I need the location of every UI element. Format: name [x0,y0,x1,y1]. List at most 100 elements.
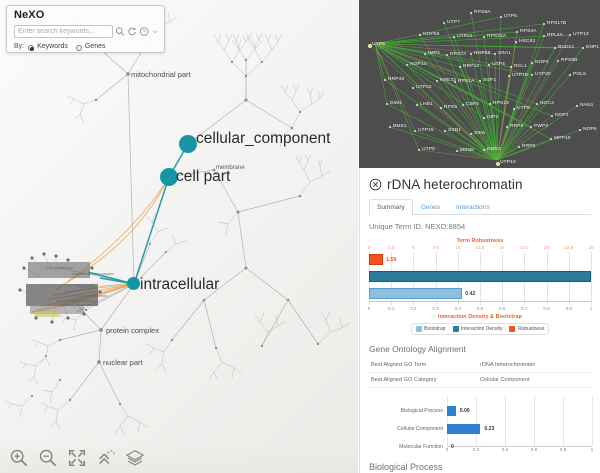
gene-node[interactable] [445,53,449,57]
gene-node[interactable] [453,80,457,84]
gene-node[interactable] [530,73,534,77]
graph-node-intracellular[interactable] [127,277,140,290]
bar-robustness[interactable] [369,254,384,265]
gene-node[interactable] [388,125,392,129]
gene-node[interactable] [367,43,373,48]
gene-node[interactable] [530,61,534,65]
reset-icon[interactable] [127,25,137,38]
bar-bootstrap[interactable] [369,288,463,299]
gene-node[interactable] [439,106,443,110]
zoom-in-icon[interactable] [9,448,29,468]
legend-label-interaction-density: Interaction Density [461,326,503,332]
gene-node[interactable] [505,125,509,129]
gridline [534,396,535,446]
gene-node[interactable] [482,148,486,152]
canvas-toolbar[interactable] [0,443,358,473]
gene-node[interactable] [542,34,546,38]
gene-node[interactable] [417,148,421,152]
gene-node[interactable] [553,46,557,50]
fit-screen-icon[interactable] [67,448,87,468]
gene-node[interactable] [415,103,419,107]
search-icon[interactable] [115,25,125,38]
gene-node[interactable] [581,46,585,50]
axis-tick: 0.8 [543,306,550,311]
graph-node-cell-part[interactable] [160,168,178,186]
gene-node[interactable] [383,78,387,82]
gene-node[interactable] [529,125,533,129]
gene-node[interactable] [405,63,409,67]
axis-tick: 0.7 [521,306,528,311]
bar-interaction-density[interactable] [369,271,591,282]
chevron-down-icon[interactable] [152,25,158,38]
gene-node[interactable] [478,79,482,83]
radio-keywords-label: Keywords [37,43,68,50]
close-circle-icon[interactable] [369,178,382,191]
graph-node-cellular-component[interactable] [179,135,197,153]
radio-keywords[interactable]: Keywords [28,43,68,51]
gene-node[interactable] [482,116,486,120]
gene-node[interactable] [493,52,497,56]
help-icon[interactable]: ? [139,25,149,38]
gene-node[interactable] [413,129,417,133]
gene-node[interactable] [458,65,462,69]
gene-node[interactable] [515,30,519,34]
axis-tick: 0.6 [530,448,538,453]
gene-node[interactable] [512,107,516,111]
gene-node[interactable] [385,102,389,106]
gene-node[interactable] [568,73,572,77]
gene-node[interactable] [535,102,539,106]
gene-node[interactable] [423,52,427,56]
gridline [447,396,448,446]
gene-node[interactable] [411,86,415,90]
robustness-chart[interactable]: 1.59 0.42 [369,252,592,305]
zoom-out-icon[interactable] [38,448,58,468]
gene-node[interactable] [455,149,459,153]
legend-label-bootstrap: Bootstrap [424,326,446,332]
robustness-top-axis: 0 2.5 5 7.5 10 12.5 15 17.5 20 22.5 25 [368,245,594,252]
radio-genes[interactable]: Genes [75,43,105,51]
gene-node[interactable] [418,33,422,37]
axis-tick: 1 [590,448,594,453]
tab-interactions[interactable]: Interactions [455,204,490,211]
gene-node[interactable] [499,15,503,19]
gene-node[interactable] [509,65,513,69]
go-value-term: rDNA heterochromatin [480,362,536,368]
search-input[interactable] [14,25,113,38]
gene-node[interactable] [549,137,553,141]
go-bar[interactable] [447,424,481,434]
gene-node[interactable] [482,35,486,39]
layers-icon[interactable] [125,448,145,468]
collapse-icon[interactable] [96,448,116,468]
gene-node[interactable] [556,59,560,63]
gene-node[interactable] [442,21,446,25]
go-bar[interactable] [447,406,456,416]
gene-node[interactable] [452,35,456,39]
gene-node[interactable] [469,132,473,136]
gene-node[interactable] [542,22,546,26]
ontology-canvas[interactable]: cellular_component cell part intracellul… [0,0,358,473]
gene-node[interactable] [488,102,492,106]
tab-genes[interactable]: Genes [420,204,440,211]
tab-bar[interactable]: Summary Genes Interactions [369,198,591,215]
gene-node[interactable] [514,40,518,44]
info-panel[interactable]: rDNA heterochromatin Summary Genes Inter… [359,168,600,473]
tab-summary[interactable]: Summary [369,199,413,215]
gene-node[interactable] [487,63,491,67]
gene-node[interactable] [550,114,554,118]
gene-node[interactable] [568,33,572,37]
gene-node[interactable] [469,11,473,15]
gene-node[interactable] [578,128,582,132]
gene-node[interactable] [507,74,511,78]
go-alignment-chart[interactable]: 0 0.2 0.4 0.6 0.8 1 Biological Process 0.06 Cell… [369,394,594,456]
search-panel[interactable]: NeXO ? By: Keywords [6,5,165,53]
radio-keywords-dot [28,44,35,51]
gene-node[interactable] [575,104,579,108]
gene-network-view[interactable]: UTP9 RPS8A UTP6 UTP7 RPS17B NOP56 UTP21 RPS22A R… [359,0,600,168]
gene-node[interactable] [461,103,465,107]
gene-node[interactable] [495,161,501,166]
gene-node[interactable] [469,52,473,56]
legend-swatch-interaction-density [452,326,459,332]
gene-node[interactable] [435,79,439,83]
gene-node[interactable] [517,145,521,149]
gene-node[interactable] [443,129,447,133]
